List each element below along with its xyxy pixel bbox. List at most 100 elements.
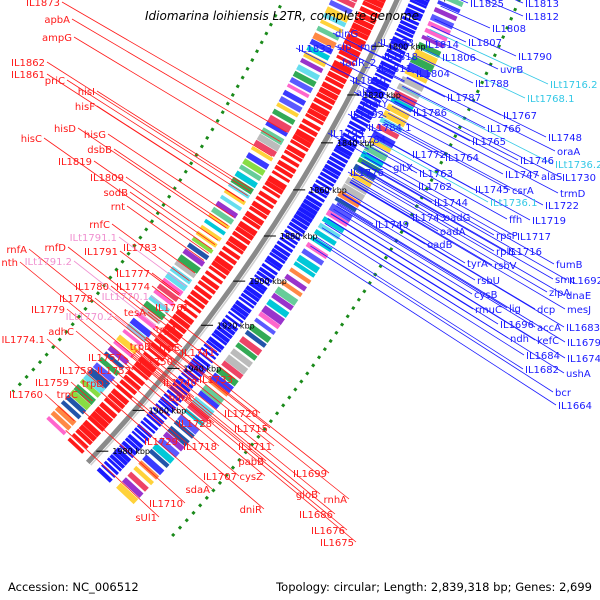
leader-lines-layer: [19, 0, 568, 543]
leader-line: [369, 146, 418, 174]
gene-block: [351, 116, 369, 128]
gene-label-forward: IL1692: [569, 276, 600, 287]
gene-block: [292, 133, 312, 149]
gene-block: [309, 102, 330, 117]
gene-label-reverse: pabB: [238, 457, 264, 468]
gene-block: [127, 471, 149, 492]
gene-block: [54, 405, 77, 426]
gene-block: [177, 414, 200, 435]
gene-block: [326, 159, 344, 172]
gene-block: [328, 0, 353, 15]
gene-block: [133, 427, 150, 442]
leader-line: [357, 45, 410, 72]
leader-line: [440, 5, 491, 29]
leader-line: [417, 55, 474, 84]
gene-label-forward: rsbU: [477, 276, 500, 287]
leader-line: [393, 102, 412, 113]
gene-block: [208, 265, 227, 280]
gene-block: [161, 327, 180, 343]
leader-line: [44, 393, 75, 422]
leader-line: [132, 353, 348, 531]
gene-block: [197, 350, 214, 364]
leader-line: [347, 113, 380, 132]
gene-block: [203, 218, 226, 236]
gene-label-reverse: IL1676: [311, 526, 345, 537]
gene-label-forward: IL1823: [380, 38, 414, 49]
gene-block: [231, 230, 251, 246]
gene-block: [316, 25, 340, 41]
gene-block: [332, 59, 353, 75]
leader-line: [336, 203, 566, 343]
gene-label-forward: IL1814: [425, 40, 459, 51]
leader-line: [75, 330, 121, 369]
leader-line: [130, 355, 357, 543]
leader-line: [394, 101, 471, 142]
gene-block: [121, 477, 144, 498]
leader-line: [70, 381, 93, 402]
cog-band-inner: [46, 0, 358, 436]
gene-block: [146, 413, 162, 427]
gene-block: [321, 216, 345, 234]
tick-label: 1960 kbp: [149, 406, 187, 415]
gene-block: [200, 384, 225, 406]
forward-gene-band: [96, 0, 430, 483]
gene-label-forward: dcp: [537, 305, 555, 316]
gene-block: [340, 183, 366, 202]
gene-label-reverse: dniR: [240, 505, 262, 516]
gene-block: [379, 60, 398, 72]
gene-label-forward: IL1748: [548, 133, 582, 144]
gene-block: [82, 419, 102, 438]
leader-line: [337, 202, 374, 225]
leader-line: [382, 124, 444, 158]
gene-block: [305, 194, 323, 208]
gene-label-forward: IL1767: [503, 111, 537, 122]
gene-block: [142, 300, 166, 321]
gene-block: [87, 367, 111, 389]
leader-line: [122, 365, 220, 447]
leader-line: [327, 132, 366, 155]
gene-block: [359, 100, 377, 112]
gene-block: [353, 112, 371, 124]
leader-line: [114, 315, 145, 340]
gene-block: [388, 44, 406, 55]
gene-block: [215, 366, 239, 387]
gene-label-forward: IL1810: [352, 76, 386, 87]
tick-label: 1820 kbp: [363, 91, 401, 100]
gene-block: [123, 374, 142, 391]
rna-label-forward: ILt1736.2: [555, 160, 600, 171]
leader-line: [96, 90, 253, 190]
gene-block: [327, 70, 348, 85]
leader-line: [364, 156, 555, 265]
gene-label-forward: IL1808: [492, 24, 526, 35]
leader-line: [365, 126, 378, 134]
gene-label-reverse: IL1718: [183, 442, 217, 453]
gene-label-forward: IL1833: [298, 44, 332, 55]
leader-line: [133, 352, 267, 462]
gene-block: [305, 112, 324, 126]
gene-label-reverse: nth: [1, 258, 18, 269]
gene-block: [103, 460, 119, 476]
gene-block: [368, 136, 392, 153]
tick-label: 1940 kbp: [183, 364, 221, 373]
gene-block: [333, 148, 351, 160]
gene-block: [376, 68, 394, 80]
gene-label-forward: IL1811: [378, 64, 412, 75]
leader-line: [159, 319, 236, 380]
gene-block: [194, 354, 211, 368]
gene-block: [286, 225, 304, 237]
gene-label-forward: ushA: [566, 369, 591, 380]
gene-label-reverse: IL1675: [320, 538, 354, 549]
gene-block: [235, 342, 258, 361]
leader-line: [158, 246, 196, 274]
leader-line: [381, 55, 411, 71]
gene-block: [295, 210, 313, 224]
ticks-layer: 1980 kbp 1960 kbp 1940 kbp 1920 kbp 1900 kbp…: [96, 0, 449, 456]
gene-block: [254, 317, 276, 335]
gene-block: [409, 0, 427, 9]
gene-block: [107, 345, 130, 365]
gene-block: [271, 170, 291, 183]
gene-label-reverse: IL1809: [90, 173, 124, 184]
gene-block: [124, 437, 141, 452]
gene-label-forward: IL1719: [532, 216, 566, 227]
